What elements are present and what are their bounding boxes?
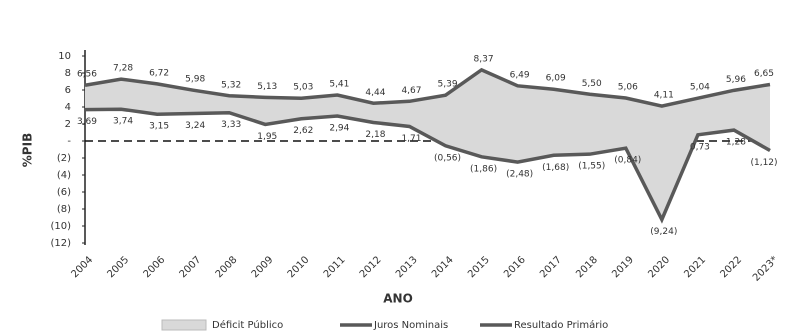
x-tick-label: 2023*	[751, 254, 780, 283]
value-label: (9,24)	[650, 227, 677, 237]
y-tick-label: (8)	[57, 204, 71, 215]
value-label: (1,12)	[750, 158, 777, 168]
value-label: 8,37	[474, 54, 494, 64]
x-tick-label: 2013	[394, 254, 420, 280]
x-tick-label: 2021	[682, 254, 708, 280]
value-label: (1,68)	[542, 163, 569, 173]
value-label: 6,65	[754, 69, 774, 79]
value-label: (1,55)	[578, 162, 605, 172]
value-label: 3,33	[221, 120, 241, 130]
value-label: 6,72	[149, 68, 169, 78]
legend-label: Juros Nominais	[373, 320, 448, 331]
value-label: 3,24	[185, 121, 205, 131]
series-line	[84, 107, 771, 224]
legend-swatch	[161, 319, 207, 331]
y-tick-label: (2)	[57, 153, 71, 164]
value-label: (1,86)	[470, 164, 497, 174]
x-tick-label: 2010	[286, 254, 312, 280]
y-tick-label: 8	[65, 68, 71, 79]
value-label: 6,49	[510, 70, 530, 80]
value-label: (2,48)	[506, 170, 533, 180]
legend-label: Resultado Primário	[514, 319, 608, 331]
x-axis-label: ANO	[383, 292, 413, 306]
x-tick-label: 2019	[610, 254, 636, 280]
value-label: 2,62	[293, 126, 313, 136]
value-label: 1,95	[257, 132, 277, 142]
y-axis-label: %PIB	[21, 133, 35, 167]
y-tick-label: (10)	[50, 221, 71, 232]
value-label: 5,03	[293, 83, 313, 93]
x-tick-label: 2008	[214, 254, 240, 280]
value-label: 7,28	[113, 64, 133, 74]
value-label: 3,69	[77, 117, 97, 127]
y-tick-label: 10	[58, 51, 71, 62]
x-tick-label: 2005	[106, 254, 132, 280]
value-label: 5,50	[582, 79, 602, 89]
x-tick-label: 2006	[142, 254, 168, 280]
x-tick-label: 2009	[250, 254, 276, 280]
value-label: 4,67	[401, 86, 421, 96]
y-tick-label: (12)	[50, 238, 71, 249]
y-tick-label: 6	[65, 85, 71, 96]
value-label: (0,84)	[614, 156, 641, 166]
value-label: 4,44	[365, 88, 385, 98]
value-label: 1,28	[726, 138, 746, 148]
value-label: 2,18	[365, 130, 385, 140]
value-label: 5,04	[690, 83, 710, 93]
value-label: 3,74	[113, 117, 133, 127]
value-label: 3,15	[149, 122, 169, 132]
value-label: (0,56)	[434, 153, 461, 163]
legend-label: Déficit Público	[212, 319, 283, 331]
x-tick-label: 2011	[322, 254, 348, 280]
y-tick-label: 4	[65, 102, 71, 113]
x-tick-label: 2017	[538, 254, 564, 280]
series-line	[84, 67, 771, 108]
x-tick-label: 2018	[574, 254, 600, 280]
value-label: 5,98	[185, 75, 205, 85]
value-label: 4,11	[654, 91, 674, 101]
value-label: 5,41	[329, 80, 349, 90]
x-tick-label: 2016	[502, 254, 528, 280]
y-tick-label: (4)	[57, 170, 71, 181]
x-tick-label: 2007	[178, 254, 204, 280]
value-label: 2,94	[329, 124, 349, 134]
value-label: 1,71	[401, 134, 421, 144]
value-label: 5,39	[438, 80, 458, 90]
x-tick-label: 2022	[718, 254, 744, 280]
x-tick-label: 2014	[430, 254, 456, 280]
value-label: 5,06	[618, 82, 638, 92]
y-tick-label: (6)	[57, 187, 71, 198]
value-label: 5,13	[257, 82, 277, 92]
y-tick-label: -	[67, 136, 71, 147]
x-tick-label: 2015	[466, 254, 492, 280]
x-tick-label: 2012	[358, 254, 384, 280]
value-label: 6,09	[546, 74, 566, 84]
value-label: 6,56	[77, 70, 97, 80]
value-label: 0,73	[690, 142, 710, 152]
value-label: 5,32	[221, 80, 241, 90]
value-label: 5,96	[726, 75, 746, 85]
y-tick-label: 2	[65, 119, 71, 130]
deficit-area	[85, 69, 770, 220]
x-tick-label: 2004	[69, 254, 95, 280]
x-tick-label: 2020	[646, 254, 672, 280]
